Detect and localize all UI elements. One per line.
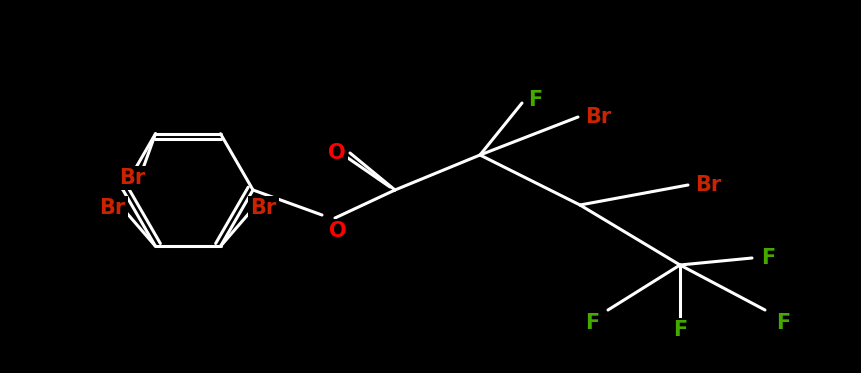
- Text: Br: Br: [99, 198, 126, 218]
- Text: O: O: [328, 143, 346, 163]
- Text: F: F: [528, 90, 542, 110]
- Text: F: F: [776, 313, 790, 333]
- Text: Br: Br: [585, 107, 611, 127]
- Text: Br: Br: [120, 168, 146, 188]
- Text: F: F: [585, 313, 599, 333]
- Text: Br: Br: [251, 198, 276, 218]
- Text: F: F: [673, 320, 687, 340]
- Text: F: F: [761, 248, 775, 268]
- Text: O: O: [329, 221, 347, 241]
- Text: Br: Br: [695, 175, 722, 195]
